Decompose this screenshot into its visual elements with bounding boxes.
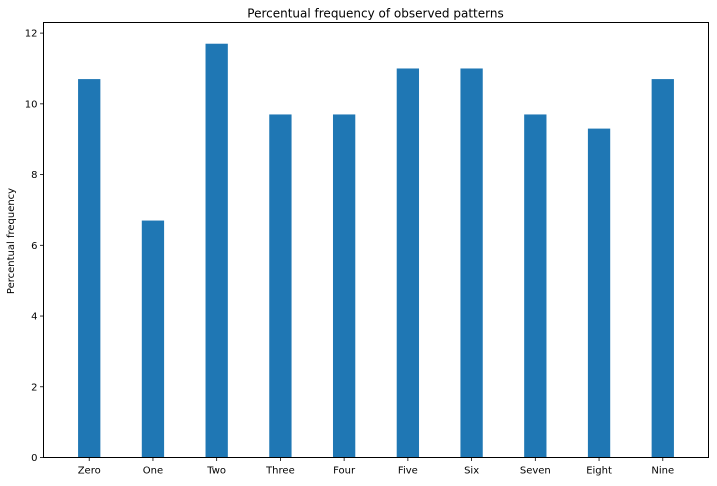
- x-tick-label: Six: [464, 466, 479, 477]
- bar-four: [332, 114, 356, 458]
- y-ticks-group: 0 2 4 6 8 10 12: [25, 29, 44, 464]
- x-tick-label: Seven: [520, 466, 551, 477]
- x-tick-label: Three: [265, 466, 295, 477]
- plot-frame: [43, 22, 709, 458]
- y-tick-label: 10: [25, 99, 38, 110]
- bar-two: [205, 43, 228, 458]
- x-ticks-group: Zero One Two Three Four Five Six Seven Eight Nine: [78, 457, 674, 477]
- x-tick-label: Zero: [78, 466, 101, 477]
- bars-group: [78, 43, 674, 458]
- y-tick-label: 0: [31, 453, 37, 464]
- bar-nine: [651, 79, 674, 458]
- chart-title: Percentual frequency of observed pattern…: [247, 7, 503, 21]
- bar-one: [141, 220, 165, 458]
- bar-zero: [78, 79, 101, 458]
- y-tick-label: 12: [25, 29, 38, 40]
- bar-six: [460, 68, 483, 458]
- bar-three: [269, 114, 292, 458]
- y-tick-label: 4: [31, 312, 37, 323]
- x-tick-label: Two: [206, 466, 226, 477]
- x-tick-label: Eight: [586, 466, 612, 477]
- x-tick-label: Four: [333, 466, 356, 477]
- y-axis-label: Percentual frequency: [6, 188, 17, 294]
- bar-five: [396, 68, 420, 458]
- bar-eight: [587, 128, 611, 458]
- y-tick-label: 8: [31, 170, 37, 181]
- x-tick-label: One: [143, 466, 163, 477]
- y-tick-label: 6: [31, 241, 37, 252]
- x-tick-label: Nine: [651, 466, 674, 477]
- y-tick-label: 2: [31, 382, 37, 393]
- x-tick-label: Five: [398, 466, 418, 477]
- bar-seven: [524, 114, 547, 458]
